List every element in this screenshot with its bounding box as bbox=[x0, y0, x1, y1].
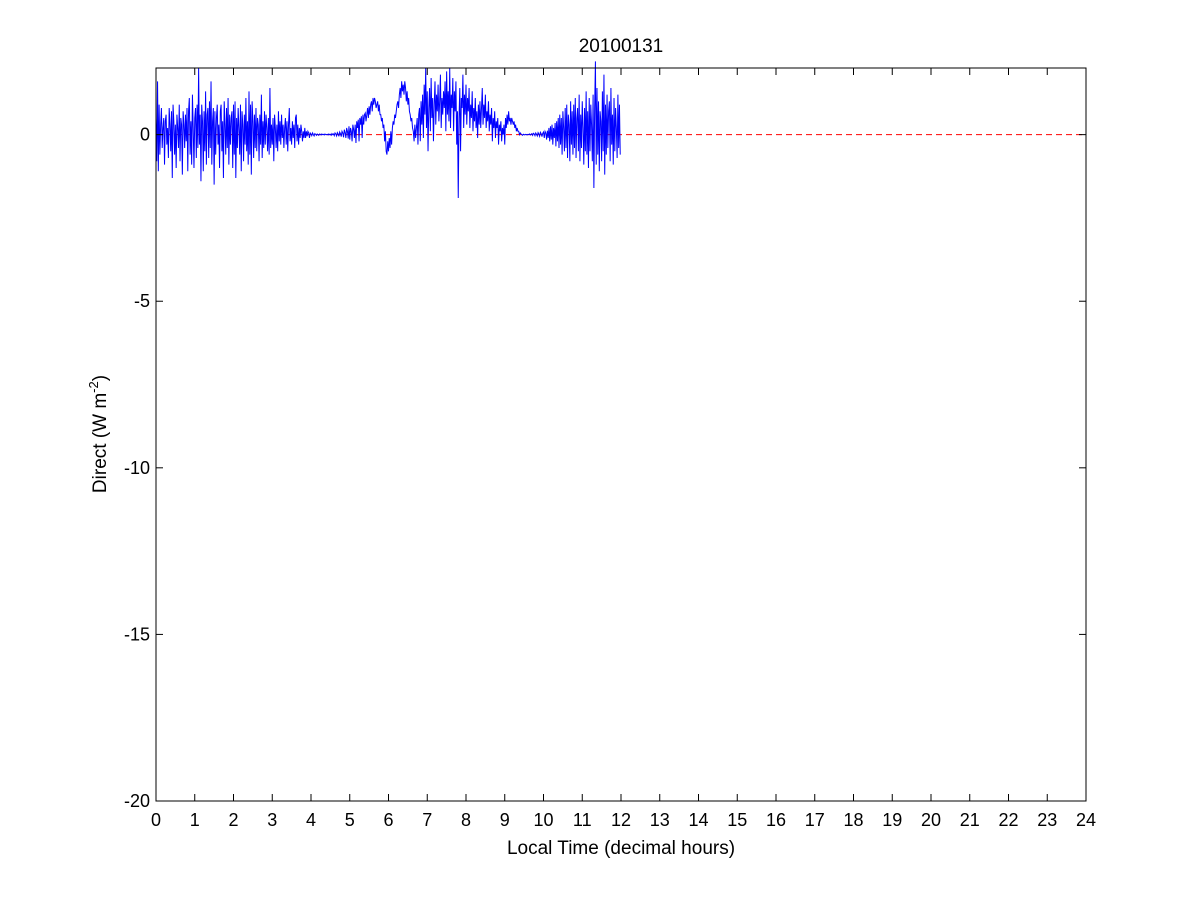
x-tick-label: 5 bbox=[345, 810, 355, 830]
x-tick-label: 14 bbox=[688, 810, 708, 830]
x-tick-label: 10 bbox=[533, 810, 553, 830]
chart-title: 20100131 bbox=[579, 36, 664, 57]
x-tick-label: 24 bbox=[1076, 810, 1096, 830]
x-tick-label: 13 bbox=[650, 810, 670, 830]
x-tick-label: 17 bbox=[805, 810, 825, 830]
x-tick-label: 9 bbox=[500, 810, 510, 830]
y-tick-label: 0 bbox=[140, 125, 150, 145]
x-tick-label: 21 bbox=[960, 810, 980, 830]
x-tick-label: 1 bbox=[190, 810, 200, 830]
x-tick-label: 22 bbox=[998, 810, 1018, 830]
x-tick-label: 23 bbox=[1037, 810, 1057, 830]
x-tick-label: 18 bbox=[843, 810, 863, 830]
y-axis-label-text: Direct (W m bbox=[90, 393, 111, 493]
x-tick-label: 3 bbox=[267, 810, 277, 830]
x-axis-label: Local Time (decimal hours) bbox=[507, 838, 735, 859]
y-axis-label-superscript: -2 bbox=[86, 381, 101, 393]
y-tick-label: -15 bbox=[124, 624, 150, 644]
x-tick-label: 16 bbox=[766, 810, 786, 830]
y-axis-label-close: ) bbox=[90, 375, 111, 381]
x-tick-label: 6 bbox=[383, 810, 393, 830]
y-tick-label: -20 bbox=[124, 791, 150, 811]
x-axis: 0 1 2 3 4 5 6 7 8 9 10 11 12 13 14 15 16 17 18 19 20 21 22 23 24 bbox=[151, 68, 1096, 830]
data-series-line bbox=[155, 61, 621, 198]
x-tick-label: 19 bbox=[882, 810, 902, 830]
x-tick-label: 4 bbox=[306, 810, 316, 830]
x-tick-label: 20 bbox=[921, 810, 941, 830]
plot-area bbox=[156, 68, 1086, 801]
y-tick-label: -10 bbox=[124, 458, 150, 478]
y-tick-label: -5 bbox=[134, 291, 150, 311]
x-tick-label: 15 bbox=[727, 810, 747, 830]
x-tick-label: 7 bbox=[422, 810, 432, 830]
y-axis: -20 -15 -10 -5 0 bbox=[124, 125, 1086, 811]
x-tick-label: 11 bbox=[573, 810, 592, 830]
y-axis-label: Direct (W m-2) bbox=[86, 375, 111, 493]
x-tick-label: 8 bbox=[461, 810, 471, 830]
x-tick-label: 0 bbox=[151, 810, 161, 830]
x-tick-label: 2 bbox=[228, 810, 238, 830]
series-layer bbox=[155, 61, 1086, 198]
x-tick-label: 12 bbox=[611, 810, 631, 830]
